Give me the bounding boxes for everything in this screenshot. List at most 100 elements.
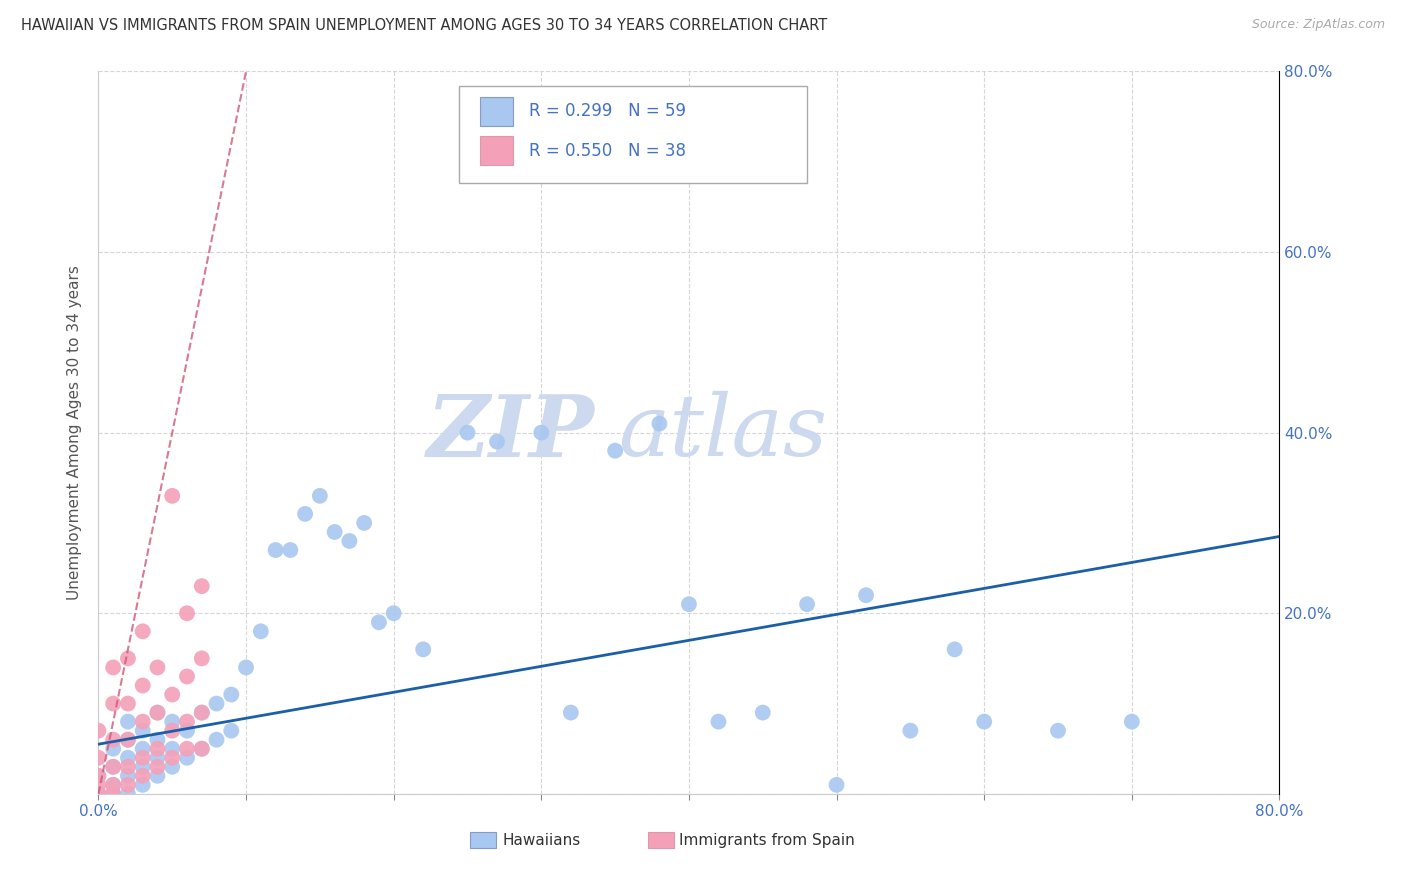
- Point: [176, 741, 198, 756]
- Point: [250, 624, 273, 639]
- Point: [205, 732, 228, 747]
- Point: [605, 443, 627, 458]
- Point: [146, 706, 169, 720]
- Point: [855, 588, 877, 602]
- Point: [103, 760, 125, 774]
- Point: [132, 760, 155, 774]
- Point: [191, 741, 214, 756]
- Point: [1121, 714, 1143, 729]
- Point: [87, 769, 110, 783]
- Point: [205, 697, 228, 711]
- Point: [560, 706, 582, 720]
- Text: Hawaiians: Hawaiians: [502, 832, 581, 847]
- Point: [191, 651, 214, 665]
- Point: [162, 760, 183, 774]
- Point: [191, 706, 214, 720]
- Point: [162, 714, 183, 729]
- Point: [191, 706, 214, 720]
- Point: [162, 723, 183, 738]
- Point: [132, 769, 155, 783]
- Text: atlas: atlas: [619, 392, 827, 474]
- Point: [176, 607, 198, 621]
- Point: [132, 741, 155, 756]
- Point: [146, 741, 169, 756]
- Point: [176, 669, 198, 683]
- Point: [648, 417, 671, 431]
- Point: [191, 579, 214, 593]
- Point: [486, 434, 509, 449]
- Point: [900, 723, 922, 738]
- Point: [117, 714, 139, 729]
- Point: [103, 760, 125, 774]
- Point: [457, 425, 479, 440]
- Point: [796, 597, 818, 611]
- Point: [162, 751, 183, 765]
- Point: [191, 741, 214, 756]
- Point: [117, 778, 139, 792]
- Point: [103, 787, 125, 801]
- Point: [412, 642, 434, 657]
- Point: [294, 507, 316, 521]
- Point: [87, 787, 110, 801]
- Point: [87, 778, 110, 792]
- Text: R = 0.550   N = 38: R = 0.550 N = 38: [530, 142, 686, 160]
- Point: [973, 714, 995, 729]
- Bar: [648, 832, 673, 848]
- Point: [103, 778, 125, 792]
- Point: [87, 787, 110, 801]
- Y-axis label: Unemployment Among Ages 30 to 34 years: Unemployment Among Ages 30 to 34 years: [67, 265, 83, 600]
- Point: [176, 751, 198, 765]
- Point: [146, 706, 169, 720]
- Point: [117, 751, 139, 765]
- Text: ZIP: ZIP: [426, 391, 595, 475]
- Point: [103, 787, 125, 801]
- Point: [146, 760, 169, 774]
- Point: [221, 723, 243, 738]
- Point: [353, 516, 375, 530]
- Point: [132, 723, 155, 738]
- FancyBboxPatch shape: [458, 86, 807, 184]
- Point: [132, 751, 155, 765]
- Point: [176, 714, 198, 729]
- Point: [132, 624, 155, 639]
- Text: Source: ZipAtlas.com: Source: ZipAtlas.com: [1251, 18, 1385, 31]
- Bar: [479, 136, 513, 165]
- Bar: [479, 96, 513, 126]
- Text: HAWAIIAN VS IMMIGRANTS FROM SPAIN UNEMPLOYMENT AMONG AGES 30 TO 34 YEARS CORRELA: HAWAIIAN VS IMMIGRANTS FROM SPAIN UNEMPL…: [21, 18, 827, 33]
- Point: [221, 688, 243, 702]
- Text: Immigrants from Spain: Immigrants from Spain: [679, 832, 855, 847]
- Point: [323, 524, 346, 539]
- Point: [368, 615, 391, 630]
- Point: [176, 723, 198, 738]
- Point: [87, 723, 110, 738]
- Point: [103, 741, 125, 756]
- Point: [235, 660, 257, 674]
- Point: [117, 760, 139, 774]
- Point: [825, 778, 848, 792]
- Point: [146, 769, 169, 783]
- Point: [382, 607, 405, 621]
- Point: [280, 543, 302, 558]
- Point: [87, 751, 110, 765]
- Point: [103, 660, 125, 674]
- Text: R = 0.299   N = 59: R = 0.299 N = 59: [530, 102, 686, 120]
- Point: [87, 769, 110, 783]
- Point: [678, 597, 700, 611]
- Point: [146, 751, 169, 765]
- Point: [530, 425, 553, 440]
- Point: [162, 489, 183, 503]
- Point: [707, 714, 730, 729]
- Point: [132, 778, 155, 792]
- Point: [117, 697, 139, 711]
- Point: [117, 769, 139, 783]
- Point: [309, 489, 332, 503]
- Point: [132, 714, 155, 729]
- Point: [87, 787, 110, 801]
- Bar: [471, 832, 496, 848]
- Point: [146, 732, 169, 747]
- Point: [103, 778, 125, 792]
- Point: [117, 651, 139, 665]
- Point: [1046, 723, 1070, 738]
- Point: [117, 732, 139, 747]
- Point: [103, 697, 125, 711]
